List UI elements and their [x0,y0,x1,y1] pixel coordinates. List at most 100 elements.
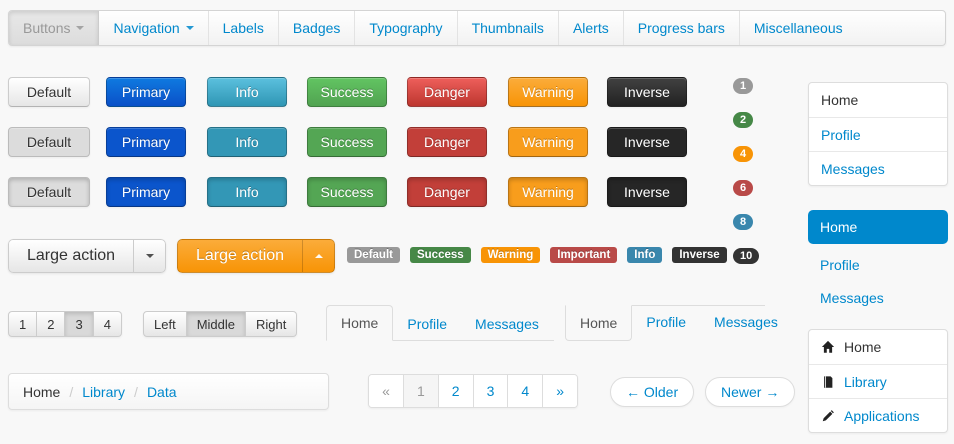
breadcrumb-library[interactable]: Library [82,383,126,400]
pagination-page-3[interactable]: 3 [472,375,508,407]
danger-button[interactable]: Danger [407,127,487,157]
large-action-button[interactable]: Large action [177,239,303,273]
info-button[interactable]: Info [207,127,287,157]
inverse-button[interactable]: Inverse [607,127,687,157]
caret-down-icon [145,254,154,258]
toolbar-item-alerts[interactable]: Alerts [559,11,624,45]
pagination-prev[interactable]: « [369,375,403,407]
label-inverse: Inverse [672,247,727,263]
toolbar-item-navigation[interactable]: Navigation [99,11,209,45]
large-action-split-default: Large action [8,239,167,273]
badge-info: 8 [733,214,754,230]
alignment-group: Left Middle Right [143,311,298,337]
success-button[interactable]: Success [307,77,387,107]
pill-profile[interactable]: Profile [820,257,860,273]
page-number-group: 1 2 3 4 [8,311,122,337]
sidebar-item-messages[interactable]: Messages [809,151,947,185]
page-button-2[interactable]: 2 [37,311,66,337]
caret-up-icon [314,254,323,258]
warning-button[interactable]: Warning [508,177,588,207]
tab-profile[interactable]: Profile [407,316,448,332]
inverse-button[interactable]: Inverse [607,77,687,107]
tab-home[interactable]: Home [565,305,633,341]
default-button[interactable]: Default [8,127,90,157]
primary-button[interactable]: Primary [106,127,186,157]
page-button-3[interactable]: 3 [65,311,94,337]
toolbar-item-label: Labels [222,20,264,36]
inverse-button[interactable]: Inverse [607,177,687,207]
pagination-page-1[interactable]: 1 [403,375,438,407]
tab-profile[interactable]: Profile [646,314,687,330]
primary-button[interactable]: Primary [106,177,186,207]
breadcrumb: Home / Library / Data [8,373,329,410]
sidebar-item-home[interactable]: Home [821,92,859,108]
sidebar-item-home[interactable]: Home [809,330,947,364]
component-toolbar: Buttons Navigation Labels Badges Typogra… [8,10,946,46]
badge-warning: 4 [733,146,754,162]
newer-button[interactable]: Newer → [705,377,796,407]
badge-success: 2 [733,112,754,128]
pill-messages[interactable]: Messages [820,290,884,306]
toolbar-item-label: Badges [292,20,341,36]
caret-down-icon [76,26,85,30]
tabs-top-nav: Home Profile Messages [326,303,554,341]
breadcrumb-home: Home [23,383,61,400]
toolbar-item-badges[interactable]: Badges [279,11,356,45]
toolbar-item-buttons[interactable]: Buttons [9,11,100,45]
default-button[interactable]: Default [8,77,90,107]
label-default: Default [347,247,400,263]
danger-button[interactable]: Danger [407,77,487,107]
sidebar-icon-list: Home Library Applications [808,329,948,433]
tab-messages[interactable]: Messages [714,314,778,330]
toolbar-item-labels[interactable]: Labels [209,11,279,45]
pencil-icon [822,409,834,421]
breadcrumb-data[interactable]: Data [146,383,177,400]
label-warning: Warning [480,247,541,263]
toolbar-item-label: Buttons [23,20,71,36]
sidebar-item-applications[interactable]: Applications [809,398,947,432]
danger-button[interactable]: Danger [407,177,487,207]
toolbar-item-thumbnails[interactable]: Thumbnails [458,11,559,45]
page-button-1[interactable]: 1 [8,311,38,337]
default-button[interactable]: Default [8,177,90,207]
sidebar-item-library[interactable]: Library [809,364,947,398]
book-icon [824,375,833,388]
pill-home-active[interactable]: Home [808,210,948,244]
toolbar-item-miscellaneous[interactable]: Miscellaneous [740,11,857,45]
sidebar-item-label: Applications [844,407,920,424]
pagination-page-2[interactable]: 2 [437,375,473,407]
success-button[interactable]: Success [307,177,387,207]
older-button[interactable]: ← Older [610,377,695,407]
button-row-active: Default Primary Info Success Danger Warn… [8,177,687,207]
right-button[interactable]: Right [245,311,298,337]
success-button[interactable]: Success [307,127,387,157]
badge-default: 1 [733,78,754,94]
left-button[interactable]: Left [143,311,187,337]
large-action-button[interactable]: Large action [8,239,134,273]
info-button[interactable]: Info [207,177,287,207]
tabs-below-nav: Home Profile Messages [565,305,778,341]
toolbar-item-label: Progress bars [637,20,725,36]
toolbar-item-typography[interactable]: Typography [355,11,458,45]
pagination-page-4[interactable]: 4 [507,375,543,407]
pagination-next[interactable]: » [542,375,577,407]
primary-button[interactable]: Primary [106,77,186,107]
breadcrumb-separator: / [134,383,138,400]
tab-home[interactable]: Home [326,305,394,341]
page-button-4[interactable]: 4 [93,311,122,337]
dropup-toggle-button[interactable] [302,239,336,273]
tab-messages[interactable]: Messages [475,316,539,332]
pagination: « 1 2 3 4 » [368,374,578,408]
dropdown-toggle-button[interactable] [133,239,167,273]
toolbar-item-progress-bars[interactable]: Progress bars [624,11,740,45]
button-row-normal: Default Primary Info Success Danger Warn… [8,77,687,107]
warning-button[interactable]: Warning [508,77,588,107]
warning-button[interactable]: Warning [508,127,588,157]
toolbar-item-label: Typography [369,20,443,36]
badge-inverse: 10 [733,248,760,264]
button-row-hover: Default Primary Info Success Danger Warn… [8,127,687,157]
info-button[interactable]: Info [207,77,287,107]
toolbar-item-label: Alerts [572,20,609,36]
middle-button[interactable]: Middle [186,311,246,337]
sidebar-item-profile[interactable]: Profile [809,117,947,151]
